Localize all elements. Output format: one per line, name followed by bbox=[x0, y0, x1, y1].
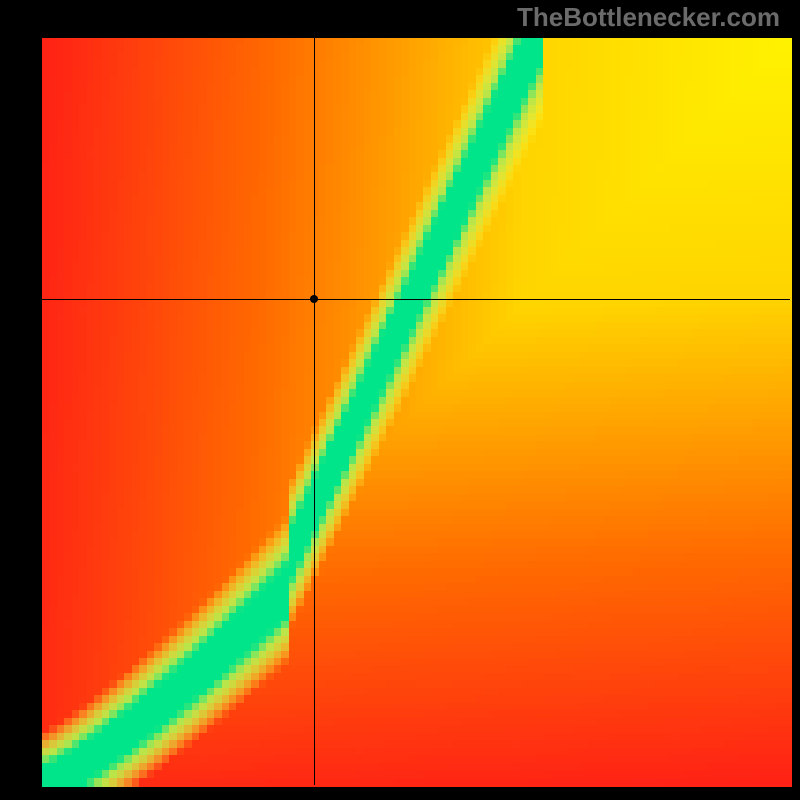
chart-container: TheBottlenecker.com bbox=[0, 0, 800, 800]
heatmap-plot bbox=[42, 38, 790, 785]
watermark-text: TheBottlenecker.com bbox=[517, 2, 780, 33]
